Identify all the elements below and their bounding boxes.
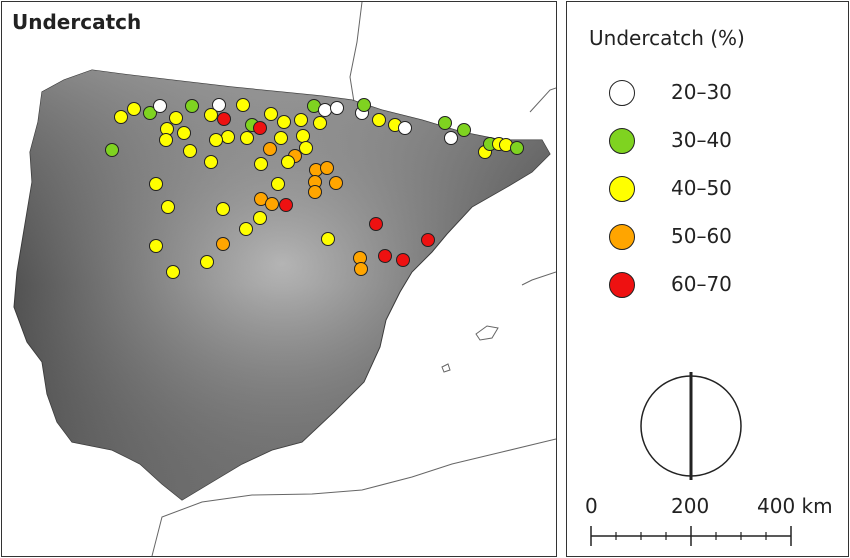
station-marker [369,217,383,231]
legend-item-20-30: 20–30 [609,78,829,112]
station-marker [398,121,412,135]
balearic-islands [475,325,499,341]
station-marker [265,197,279,211]
station-marker [159,133,173,147]
map-title: Undercatch [12,10,142,34]
station-marker [143,106,157,120]
station-marker [294,113,308,127]
station-marker [204,108,218,122]
coastline-east [521,271,556,286]
station-marker [277,115,291,129]
station-marker [296,129,310,143]
station-marker [204,155,218,169]
coastline-france [349,2,363,103]
legend-item-40-50: 40–50 [609,174,829,208]
legend-label-30-40: 30–40 [671,128,732,152]
scale-label-400: 400 km [757,494,833,518]
station-marker [216,237,230,251]
station-marker [354,262,368,276]
legend-title: Undercatch (%) [589,26,745,50]
station-marker [438,116,452,130]
station-marker [396,253,410,267]
station-marker [357,98,371,112]
station-marker [329,176,343,190]
station-marker [308,185,322,199]
legend-panel: Undercatch (%) 20–30 30–40 40–50 50–60 6… [566,1,849,557]
station-marker [200,255,214,269]
station-marker [281,155,295,169]
station-marker [153,99,167,113]
legend-swatch-60-70 [609,272,635,298]
station-marker [510,141,524,155]
station-marker [221,130,235,144]
station-marker [114,110,128,124]
scale-label-200: 200 [671,494,710,518]
legend-swatch-40-50 [609,176,635,202]
station-markers [105,98,524,279]
legend-item-50-60: 50–60 [609,222,829,256]
station-marker [216,202,230,216]
station-marker [177,126,191,140]
station-marker [239,222,253,236]
station-marker [127,102,141,116]
legend-item-30-40: 30–40 [609,126,829,160]
station-marker [183,144,197,158]
station-marker [209,133,223,147]
station-marker [264,107,278,121]
station-marker [279,198,293,212]
station-marker [212,98,226,112]
station-marker [318,103,332,117]
station-marker [320,161,334,175]
station-marker [321,232,335,246]
station-marker [274,131,288,145]
relief-shading [14,70,550,500]
station-marker [378,249,392,263]
balearic-small-island [441,363,451,373]
legend-label-60-70: 60–70 [671,272,732,296]
legend-label-20-30: 20–30 [671,80,732,104]
scale-label-0: 0 [585,494,598,518]
station-marker [372,113,386,127]
station-marker [253,121,267,135]
legend-label-50-60: 50–60 [671,224,732,248]
north-arrow-icon [640,372,742,480]
coastline-mediterranean [529,87,556,113]
scale-bar [590,526,792,546]
station-marker [169,111,183,125]
station-marker [161,200,175,214]
station-marker [253,211,267,225]
station-marker [105,143,119,157]
station-marker [240,131,254,145]
station-marker [421,233,435,247]
iberia-map [13,2,556,556]
legend-swatch-50-60 [609,224,635,250]
station-marker [254,157,268,171]
station-marker [457,123,471,137]
station-marker [149,177,163,191]
coastline-africa [151,438,556,556]
station-marker [271,177,285,191]
station-marker [236,98,250,112]
station-marker [444,131,458,145]
legend-label-40-50: 40–50 [671,176,732,200]
legend-item-60-70: 60–70 [609,270,829,304]
station-marker [313,116,327,130]
station-marker [149,239,163,253]
station-marker [217,112,231,126]
map-panel: Undercatch [1,1,557,557]
legend-swatch-30-40 [609,128,635,154]
station-marker [263,142,277,156]
legend-swatch-20-30 [609,80,635,106]
station-marker [166,265,180,279]
station-marker [185,99,199,113]
station-marker [299,141,313,155]
station-marker [330,101,344,115]
